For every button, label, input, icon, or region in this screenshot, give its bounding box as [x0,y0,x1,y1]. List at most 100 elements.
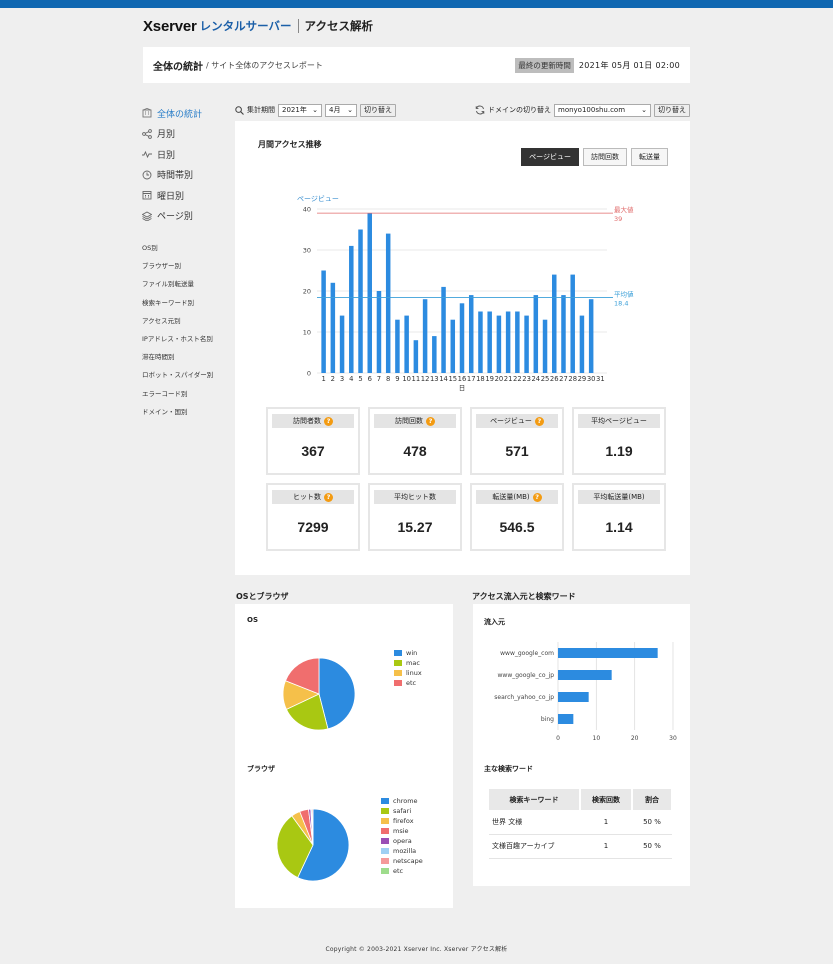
sidebar-sub-list: OS別 ブラウザー別 ファイル別転送量 検索キーワード別 アクセス元別 IPアド… [142,238,232,420]
sidebar-item-pages[interactable]: ページ別 [142,206,232,227]
period-label: 集計期間 [247,106,275,114]
brand-header: Xserver レンタルサーバー アクセス解析 [143,17,373,35]
sidebar-item-label: 曜日別 [157,191,185,202]
sidebar-item-label: ページ別 [157,212,193,223]
bar-day-19 [487,311,492,373]
sidebar-item-monthly[interactable]: 月別 [142,124,232,145]
referrer-bar-bing [558,714,574,724]
period-switch-button[interactable]: 切り替え [360,103,396,117]
referrer-bar-www_google_com [558,648,658,658]
help-icon[interactable]: ? [324,492,333,502]
sidebar-item-referrer[interactable]: アクセス元別 [142,316,181,325]
tab-transfer[interactable]: 転送量 [631,148,668,166]
sidebar-item-search-keyword[interactable]: 検索キーワード別 [142,298,194,307]
bar-day-13 [432,336,437,373]
domain-switcher: ドメインの切り替え monyo100shu.com ⌄ 切り替え [475,103,690,117]
sidebar-item-weekday[interactable]: 曜日別 [142,185,232,206]
x-tick-label: 3 [340,375,344,383]
legend-label: chrome [393,797,418,805]
stat-label: 訪問者数? [272,414,354,428]
sidebar-item-os[interactable]: OS別 [142,244,158,253]
y-tick-label: 20 [303,288,311,296]
bar-day-20 [496,315,502,373]
sidebar-item-domain-country[interactable]: ドメイン・国別 [142,407,188,416]
tab-pageview[interactable]: ページビュー [521,148,579,166]
stat-value: 7299 [297,519,329,535]
legend-label: etc [393,867,404,875]
x-tick-label: 14 [439,375,448,383]
sidebar-item-overall[interactable]: 全体の統計 [142,103,232,124]
domain-switch-button[interactable]: 切り替え [654,103,690,117]
legend-label: msie [393,827,409,835]
legend-label: safari [393,807,412,815]
bar-day-14 [441,286,446,373]
legend-item-mozilla: mozilla [381,846,423,856]
pie-slice-etc [285,657,320,695]
legend-item-netscape: netscape [381,856,423,866]
page-title: 全体の統計 [153,61,203,73]
stat-card-hits: ヒット数? 7299 [266,483,360,551]
help-icon[interactable]: ? [324,416,333,426]
help-icon[interactable]: ? [534,416,544,426]
bar-day-30 [588,299,594,373]
x-tick-label: 24 [531,375,540,383]
y-axis-label: ページビュー [297,194,339,203]
legend-swatch [381,868,389,874]
legend-label: etc [406,679,417,687]
table-header-row: 検索キーワード 検索回数 割合 [489,789,673,810]
help-icon[interactable]: ? [426,416,435,426]
x-tick-label: 19 [485,375,494,383]
sidebar-item-hourly[interactable]: 時間帯別 [142,165,232,186]
sidebar-item-file-transfer[interactable]: ファイル別転送量 [142,280,194,289]
table-row: 文様百趣アーカイブ 1 50 % [489,834,672,859]
stat-label: ヒット数? [272,490,354,504]
sidebar-item-ip-host[interactable]: IPアドレス・ホスト名別 [142,335,213,344]
stat-card-avg-hits: 平均ヒット数 15.27 [368,483,462,551]
y-tick-label: 40 [303,206,311,214]
x-tick-label: 4 [349,375,353,383]
legend-item-etc: etc [381,866,423,876]
pie-slice-win [318,657,356,730]
referrer-label: bing [541,716,554,723]
legend-item-chrome: chrome [381,796,423,806]
year-select[interactable]: 2021年 ⌄ [278,103,322,117]
sidebar-item-robot[interactable]: ロボット・スパイダー別 [142,371,214,380]
referrer-section-title: アクセス流入元と検索ワード [472,592,576,601]
x-tick-label: 15 [448,375,457,383]
table-header: 検索キーワード [489,789,581,810]
table-cell: 世界 文様 [489,810,580,835]
sidebar-nav: 全体の統計 月別 日別 時間帯別 曜日別 ページ別 OS別 ブラウザー別 ファイ… [142,103,232,420]
sidebar-item-daily[interactable]: 日別 [142,144,232,165]
sidebar-item-error-code[interactable]: エラーコード別 [142,389,188,398]
max-label: 最大値 [614,205,634,214]
stat-value: 15.27 [397,519,433,535]
stat-card-visits: 訪問回数? 478 [368,407,462,475]
x-tick-label: 23 [522,375,531,383]
help-icon[interactable]: ? [532,492,542,502]
bar-day-28 [570,274,575,373]
legend-label: firefox [393,817,414,825]
bar-day-22 [515,311,520,373]
stat-card-transfer: 転送量(MB)? 546.5 [470,483,564,551]
legend-item-opera: opera [381,836,423,846]
tab-visits[interactable]: 訪問回数 [583,148,627,166]
bar-day-26 [552,274,557,373]
avg-value: 18.4 [614,300,628,308]
x-tick-label: 25 [541,375,550,383]
metric-tabs: ページビュー 訪問回数 転送量 [517,148,668,166]
legend-item-firefox: firefox [381,816,423,826]
sidebar-item-label: 全体の統計 [157,109,203,120]
legend-item-etc: etc [394,678,422,688]
sidebar-item-browser[interactable]: ブラウザー別 [142,262,181,271]
referrer-label: www_google_co_jp [498,672,555,679]
xserver-logo[interactable]: Xserver [143,17,197,35]
legend-swatch [381,848,389,854]
domain-select[interactable]: monyo100shu.com ⌄ [554,103,651,117]
share-icon [142,128,152,139]
x-axis-label: 日 [459,384,466,392]
building-icon [142,108,152,118]
pulse-icon [142,149,152,159]
sidebar-item-duration[interactable]: 滞在時間別 [142,353,175,362]
month-select[interactable]: 4月 ⌄ [325,103,357,117]
